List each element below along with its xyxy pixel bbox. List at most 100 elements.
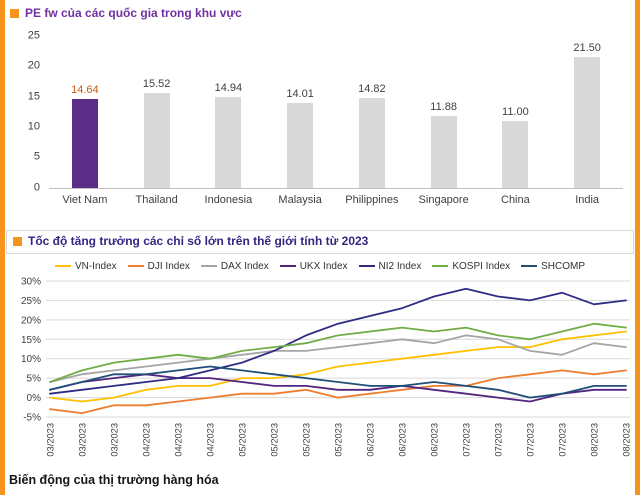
growth-x-tick: 04/2023 xyxy=(174,423,184,457)
footer-caption: Biến động của thị trường hàng hóa xyxy=(9,472,219,487)
pe-x-tick: Philippines xyxy=(345,193,399,206)
pe-chart-section: PE fw của các quốc gia trong khu vực 0 5 1… xyxy=(5,0,635,206)
growth-x-tick: 07/2023 xyxy=(558,423,568,457)
growth-chart-section: Tốc độ tăng trưởng các chỉ số lớn trên t… xyxy=(5,229,635,465)
pe-bar-value-label: 14.01 xyxy=(286,87,314,100)
growth-x-tick: 07/2023 xyxy=(526,423,536,457)
pe-y-tick: 20 xyxy=(27,59,40,72)
pe-bar-viet-nam xyxy=(71,98,98,188)
pe-chart-header: PE fw của các quốc gia trong khu vực xyxy=(5,0,635,21)
pe-bar-value-label: 14.94 xyxy=(214,82,243,94)
legend-label: NI2 Index xyxy=(378,260,422,272)
pe-bar-column: 14.94 xyxy=(193,37,265,188)
legend-item-ukx-index: UKX Index xyxy=(279,260,348,272)
legend-label: KOSPI Index xyxy=(452,260,511,272)
pe-x-tick: Thailand xyxy=(135,193,178,206)
growth-x-tick: 06/2023 xyxy=(430,423,440,457)
growth-x-tick: 06/2023 xyxy=(398,423,408,457)
pe-x-tick: Malaysia xyxy=(278,193,322,206)
growth-x-tick: 05/2023 xyxy=(270,423,280,457)
legend-line-swatch xyxy=(54,265,71,268)
pe-bar-malaysia xyxy=(287,102,314,188)
legend-label: DAX Index xyxy=(220,260,269,272)
growth-y-tick: 20% xyxy=(21,315,41,326)
pe-bar-indonesia xyxy=(215,97,242,188)
pe-x-tick: Viet Nam xyxy=(62,193,108,206)
pe-bar-column: 14.64 xyxy=(49,37,121,188)
growth-y-tick: 25% xyxy=(21,295,41,306)
growth-x-tick: 07/2023 xyxy=(494,423,504,457)
growth-chart-title: Tốc độ tăng trưởng các chỉ số lớn trên t… xyxy=(28,233,369,248)
growth-line-chart: 30% 25% 20% 15% 10% 5% 0% -5% 03/2023 03/2023 03/2… xyxy=(21,276,632,457)
pe-x-tick: India xyxy=(575,193,600,206)
pe-y-tick: 0 xyxy=(33,181,40,194)
pe-bar-chart: 0 5 10 15 20 25 14.64 15.52 14.94 14.01 14.82 11.88… xyxy=(5,30,635,206)
series-ni2-index xyxy=(49,287,627,395)
growth-x-tick: 04/2023 xyxy=(142,423,152,457)
growth-x-tick: 05/2023 xyxy=(302,423,312,457)
legend-line-swatch xyxy=(279,265,296,268)
orange-square-icon xyxy=(10,9,19,19)
growth-chart-header: Tốc độ tăng trưởng các chỉ số lớn trên t… xyxy=(6,229,634,254)
series-kospi-index xyxy=(49,322,627,383)
pe-y-tick: 10 xyxy=(27,120,40,133)
growth-x-tick: 03/2023 xyxy=(46,423,56,457)
pe-bar-value-label: 14.82 xyxy=(358,82,386,95)
pe-bar-value-label: 11.00 xyxy=(502,105,529,118)
pe-bar-china xyxy=(502,120,529,188)
pe-bar-column: 15.52 xyxy=(121,37,193,188)
pe-bar-thailand xyxy=(143,93,170,188)
growth-x-tick: 07/2023 xyxy=(462,423,472,457)
growth-y-tick: 0% xyxy=(27,393,42,404)
pe-chart-title: PE fw của các quốc gia trong khu vực xyxy=(25,6,242,20)
pe-x-tick: Indonesia xyxy=(204,193,253,206)
pe-plot: 0 5 10 15 20 25 14.64 15.52 14.94 14.01 14.82 11.88… xyxy=(28,30,623,193)
growth-x-tick: 08/2023 xyxy=(590,423,600,457)
pe-bar-column: 21.50 xyxy=(551,37,623,188)
pe-y-tick: 5 xyxy=(33,150,40,163)
growth-legend: VN-Index DJI Index DAX Index UKX Index NI2 I… xyxy=(5,261,635,272)
series-dax-index xyxy=(49,334,627,383)
growth-x-tick: 06/2023 xyxy=(366,423,376,457)
growth-y-tick: 15% xyxy=(21,334,41,345)
legend-item-dax-index: DAX Index xyxy=(200,260,269,272)
pe-bar-column: 11.88 xyxy=(408,37,480,188)
legend-label: DJI Index xyxy=(147,260,190,272)
pe-bar-value-label: 21.50 xyxy=(573,42,601,55)
series-shcomp xyxy=(49,365,627,399)
pe-bar-singapore xyxy=(430,115,457,188)
growth-y-tick: 10% xyxy=(21,354,41,365)
growth-y-tick: -5% xyxy=(23,412,41,423)
pe-x-labels: Viet Nam Thailand Indonesia Malaysia Philipp… xyxy=(49,194,623,206)
series-dji-index xyxy=(49,369,627,414)
legend-label: UKX Index xyxy=(299,260,348,272)
legend-line-swatch xyxy=(521,265,538,268)
pe-bar-value-label: 15.52 xyxy=(142,78,171,91)
orange-square-icon xyxy=(13,237,22,247)
legend-item-ni2-index: NI2 Index xyxy=(358,260,422,272)
legend-line-swatch xyxy=(200,265,217,268)
growth-x-tick: 08/2023 xyxy=(622,423,632,457)
pe-x-tick: China xyxy=(501,193,530,206)
legend-line-swatch xyxy=(432,265,449,268)
pe-x-tick: Singapore xyxy=(418,193,469,206)
series-vn-index xyxy=(49,330,627,402)
growth-x-tick: 05/2023 xyxy=(334,423,344,457)
pe-bar-value-label: 11.88 xyxy=(430,100,457,113)
legend-item-shcomp: SHCOMP xyxy=(521,261,585,272)
growth-x-tick: 03/2023 xyxy=(110,423,120,457)
growth-x-tick: 04/2023 xyxy=(206,423,216,457)
legend-line-swatch xyxy=(127,265,144,268)
pe-bar-value-label: 14.64 xyxy=(71,83,99,96)
growth-y-tick: 5% xyxy=(27,373,42,384)
growth-x-tick: 03/2023 xyxy=(78,423,88,457)
pe-bar-philippines xyxy=(358,97,385,188)
legend-item-kospi-index: KOSPI Index xyxy=(432,261,510,272)
pe-bar-column: 11.00 xyxy=(480,37,552,188)
pe-bar-column: 14.82 xyxy=(336,37,408,188)
pe-y-tick: 25 xyxy=(27,29,40,42)
legend-label: SHCOMP xyxy=(541,260,586,272)
pe-bar-india xyxy=(574,57,601,188)
legend-line-swatch xyxy=(358,265,375,268)
